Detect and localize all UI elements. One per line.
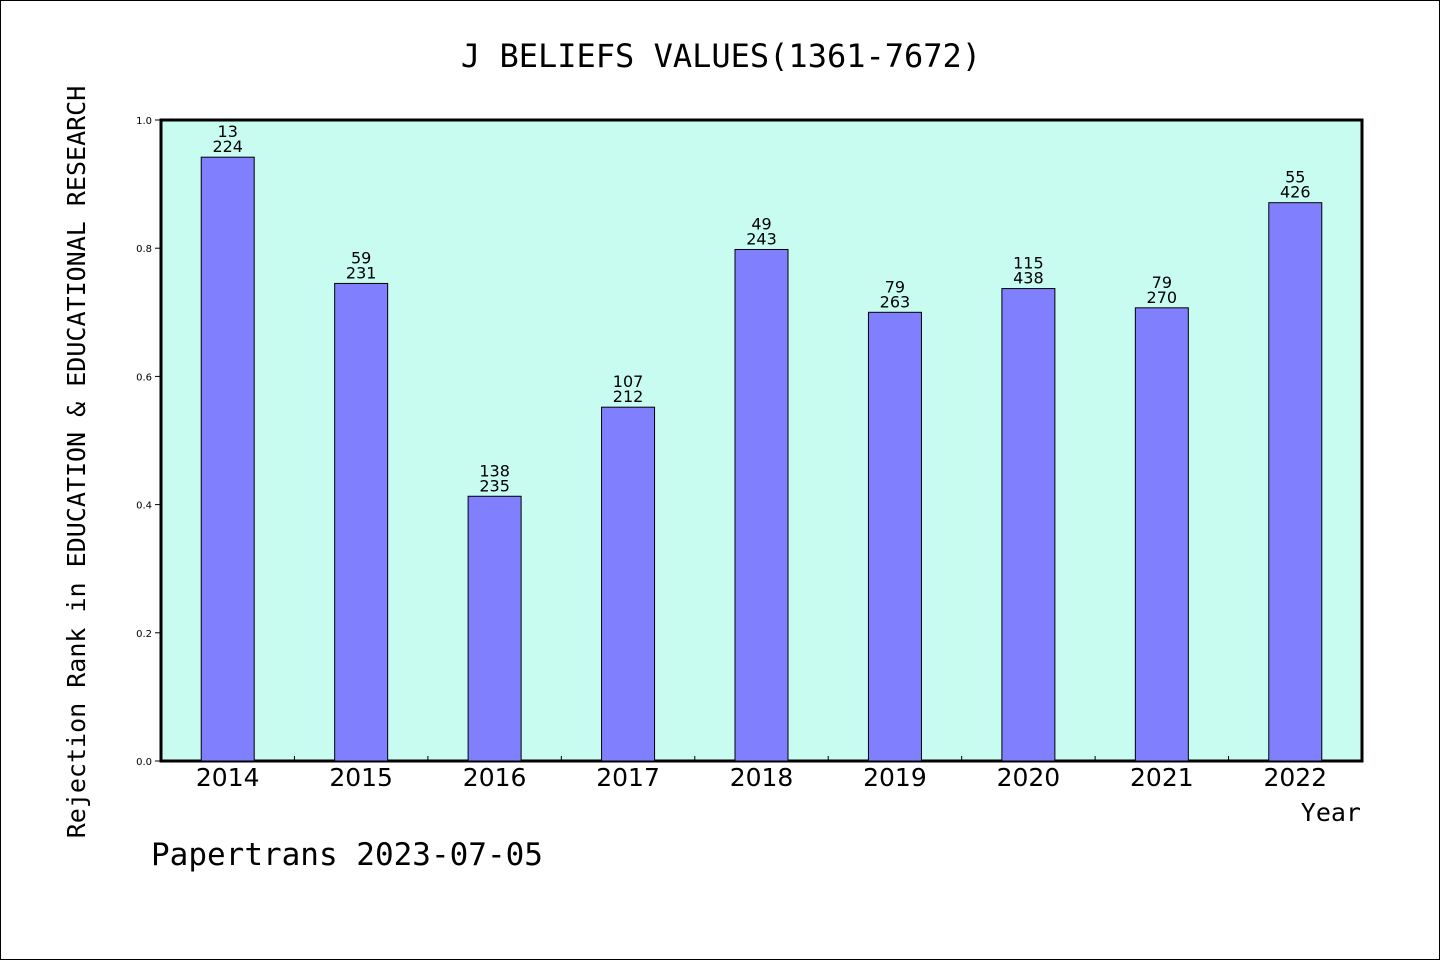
data-label-bottom: 224 (212, 137, 243, 156)
bar-series (200, 156, 1323, 762)
y-tick-label: 0.8 (136, 244, 152, 255)
data-label-bottom: 231 (346, 263, 377, 282)
bar-2022 (1268, 202, 1323, 762)
x-tick-label: 2019 (863, 763, 927, 792)
chart-title: J BELIEFS VALUES(1361-7672) (461, 37, 981, 75)
footer-source: Papertrans 2023-07-05 (151, 837, 543, 873)
y-axis: 0.0 0.2 0.4 0.6 0.8 1.0 (136, 116, 161, 768)
x-tick-label: 2020 (997, 763, 1061, 792)
data-label-top: 79 (885, 277, 905, 296)
y-tick-label: 0.4 (136, 501, 152, 512)
y-tick-label: 0.6 (136, 372, 152, 383)
data-label-bottom: 263 (880, 292, 911, 311)
data-label-bottom: 212 (613, 387, 644, 406)
x-tick-label: 2022 (1263, 763, 1327, 792)
bar-2017 (601, 406, 656, 762)
bar-2018 (734, 248, 789, 762)
x-tick-label: 2021 (1130, 763, 1194, 792)
x-axis-label: Year (1301, 798, 1361, 827)
data-label-top: 79 (1152, 273, 1172, 292)
data-label-bottom: 438 (1013, 269, 1044, 288)
data-label-top: 138 (479, 461, 510, 480)
data-label-top: 49 (751, 214, 771, 233)
bar-2014 (200, 156, 255, 762)
y-tick-label: 0.0 (136, 757, 152, 768)
x-axis: 2014 2015 2016 2017 2018 2019 2020 2021 2022 (196, 756, 1327, 792)
bar-2020 (1001, 288, 1056, 762)
data-label-top: 107 (613, 372, 644, 391)
y-tick-label: 1.0 (136, 116, 152, 127)
bar-2019 (867, 311, 922, 762)
data-label-top: 115 (1013, 254, 1044, 273)
data-label-top: 59 (351, 248, 371, 267)
x-tick-label: 2018 (730, 763, 794, 792)
bar-2021 (1134, 307, 1189, 762)
y-tick-label: 0.2 (136, 629, 152, 640)
data-label-bottom: 270 (1147, 288, 1178, 307)
data-label-bottom: 426 (1280, 183, 1311, 202)
data-label-top: 55 (1285, 168, 1305, 187)
data-label-bottom: 243 (746, 229, 777, 248)
bar-2016 (467, 495, 522, 762)
x-tick-label: 2014 (196, 763, 260, 792)
x-tick-label: 2015 (329, 763, 393, 792)
bar-2015 (334, 282, 389, 762)
data-label-bottom: 235 (479, 476, 510, 495)
x-tick-label: 2017 (596, 763, 660, 792)
x-tick-label: 2016 (463, 763, 527, 792)
y-axis-label: Rejection Rank in EDUCATION & EDUCATIONA… (62, 86, 91, 839)
data-label-top: 13 (218, 122, 238, 141)
